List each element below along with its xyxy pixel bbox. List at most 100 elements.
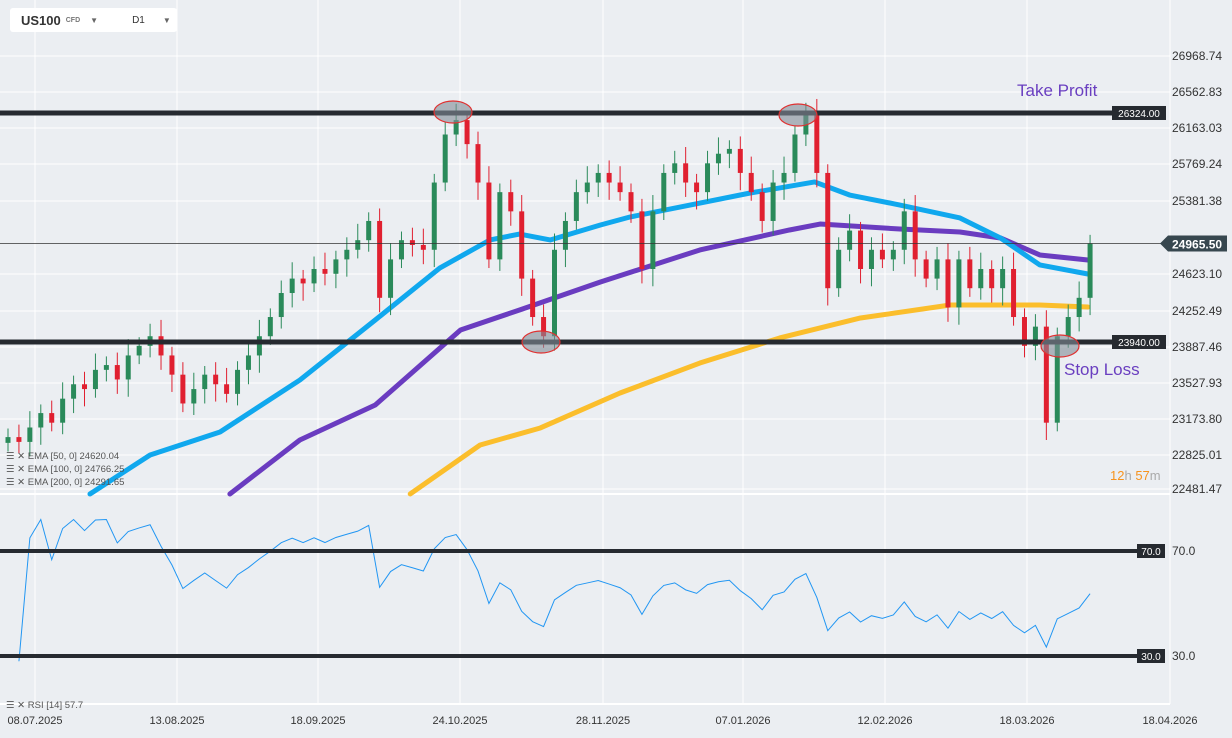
candle: [38, 404, 44, 445]
legend-ema50[interactable]: ☰ ✕ EMA [50, 0] 24620.04: [6, 451, 120, 462]
legend-rsi[interactable]: ☰ ✕ RSI [14] 57.7: [6, 700, 84, 711]
symbol-selector[interactable]: US100 CFD ▼ D1 ▼: [10, 8, 177, 32]
legend-rsi-label: RSI [14] 57.7: [27, 700, 84, 711]
candle-body: [311, 268, 317, 284]
candle: [311, 256, 317, 293]
candle-body: [508, 192, 514, 212]
candle-body: [683, 163, 689, 183]
candle: [901, 198, 907, 265]
candle: [847, 214, 853, 262]
chevron-down-icon[interactable]: ▼: [162, 15, 171, 25]
candle: [868, 237, 874, 287]
candle-body: [1076, 297, 1082, 318]
stop-loss-label: Stop Loss: [1064, 360, 1140, 379]
candle: [82, 371, 88, 407]
candle: [759, 183, 765, 233]
candle: [606, 160, 612, 200]
candle-body: [289, 278, 295, 294]
candle: [475, 131, 481, 200]
candle: [355, 223, 361, 259]
candle: [1011, 252, 1017, 326]
candle-body: [945, 259, 951, 308]
candle: [169, 346, 175, 392]
candle-body: [890, 249, 896, 260]
candle-timer: 12h 57m: [1110, 468, 1161, 483]
date-tick: 24.10.2025: [432, 715, 487, 727]
price-tick: 26163.03: [1172, 121, 1222, 135]
candle: [333, 250, 339, 289]
candle-body: [595, 172, 601, 183]
candle: [825, 164, 831, 306]
candle-body: [552, 249, 557, 337]
candle: [956, 250, 962, 325]
candle: [486, 166, 492, 269]
candle: [945, 243, 951, 322]
candle-body: [770, 182, 776, 221]
candle-body: [224, 384, 230, 394]
legend-ema200[interactable]: ☰ ✕ EMA [200, 0] 24291.65: [6, 477, 125, 488]
chevron-down-icon[interactable]: ▼: [90, 15, 99, 25]
candle-body: [180, 374, 186, 404]
candle-body: [868, 249, 874, 269]
candle-body: [245, 355, 251, 370]
price-tick: 24252.49: [1172, 304, 1222, 318]
candle-body: [333, 259, 339, 274]
candle: [1021, 308, 1027, 358]
candle: [377, 208, 383, 313]
candle: [584, 166, 590, 204]
candle-body: [202, 374, 208, 390]
rsi-level-badge: [1137, 544, 1165, 558]
candle: [562, 212, 568, 268]
take_profit-badge: [1112, 105, 1166, 120]
candle-body: [213, 374, 219, 385]
candle: [289, 262, 295, 308]
candle: [705, 150, 711, 201]
price-tick: 25381.38: [1172, 194, 1222, 208]
candle: [715, 137, 721, 175]
take_profit-value: 26324.00: [1118, 109, 1160, 120]
candle: [858, 221, 864, 284]
candle: [694, 173, 700, 210]
candle-body: [366, 220, 372, 241]
candle: [224, 367, 230, 403]
timeframe-selector[interactable]: D1: [132, 14, 145, 26]
candle-body: [355, 240, 361, 250]
candle-body: [726, 148, 732, 154]
candle-body: [136, 345, 142, 356]
candle: [737, 136, 743, 191]
candle: [1076, 281, 1082, 332]
candle: [1000, 256, 1006, 306]
candle-body: [377, 220, 383, 298]
highlight-ellipse: [521, 330, 561, 354]
candle-body: [530, 278, 536, 318]
candle: [497, 183, 503, 271]
price-tick: 24623.10: [1172, 267, 1222, 281]
candle-body: [92, 369, 98, 390]
candle: [27, 411, 33, 457]
candle-body: [705, 163, 711, 193]
date-tick: 13.08.2025: [149, 715, 204, 727]
highlight-ellipse: [778, 103, 818, 127]
candle-body: [912, 211, 918, 260]
legend-ema100[interactable]: ☰ ✕ EMA [100, 0] 24766.25: [6, 464, 125, 475]
candle: [191, 372, 197, 416]
candle-body: [464, 120, 470, 145]
candle-body: [825, 172, 831, 289]
candle: [530, 269, 536, 326]
candle-body: [420, 244, 426, 250]
candle: [49, 400, 55, 432]
candle: [256, 319, 262, 373]
candle: [16, 424, 22, 454]
price-tick: 25769.24: [1172, 157, 1222, 171]
candle-body: [956, 259, 962, 308]
candle: [879, 233, 885, 269]
candle: [235, 361, 241, 406]
candle-body: [989, 268, 995, 289]
candle-body: [792, 134, 798, 173]
candle: [420, 228, 426, 265]
candle-body: [650, 211, 656, 269]
candle: [628, 183, 634, 223]
candle: [781, 156, 787, 200]
candle-body: [235, 369, 241, 394]
